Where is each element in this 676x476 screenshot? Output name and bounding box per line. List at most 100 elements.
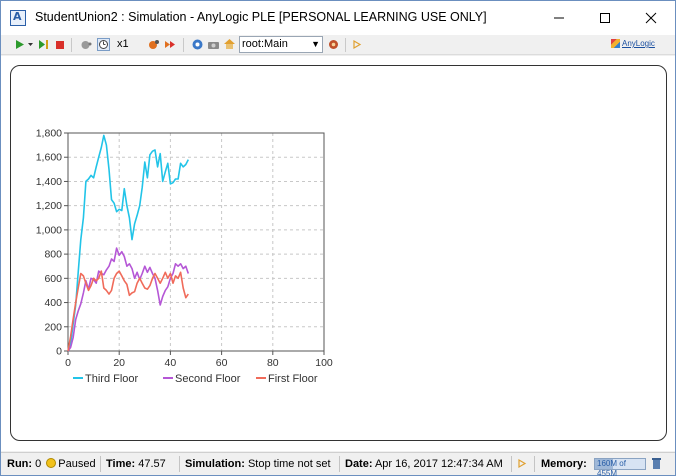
series-line-first-floor (67, 270, 189, 352)
x-tick-label: 80 (267, 357, 279, 369)
y-tick-label: 400 (44, 297, 62, 309)
memory-total: of 455M (597, 459, 626, 476)
x-tick-label: 40 (165, 357, 177, 369)
memory-bar-fill (595, 459, 613, 469)
legend-label: First Floor (268, 373, 318, 385)
maximize-icon (600, 13, 610, 23)
maximize-button[interactable] (582, 1, 628, 35)
navigate-icon (192, 39, 203, 50)
play-icon (16, 40, 24, 49)
run-dropdown[interactable] (27, 38, 34, 51)
slower-button[interactable] (79, 38, 92, 51)
turtle-icon (81, 41, 92, 49)
memory-bar: 160M of 455M (594, 458, 646, 476)
time-status: Time: 47.57 (106, 458, 166, 470)
home-button[interactable] (223, 38, 236, 51)
run-button[interactable] (13, 38, 26, 51)
x-tick-label: 100 (315, 357, 333, 369)
status-separator (179, 456, 180, 472)
chevron-down-icon: ▼ (311, 39, 320, 49)
y-tick-label: 200 (44, 321, 62, 333)
clock-icon (99, 40, 108, 49)
date-status: Date: Apr 16, 2017 12:47:34 AM (345, 458, 503, 470)
toolbar-separator (71, 38, 72, 52)
minimize-button[interactable] (536, 1, 582, 35)
y-tick-label: 1,800 (36, 128, 62, 140)
date-label: Date: (345, 458, 373, 470)
memory-status: Memory: (541, 458, 587, 470)
window-title: StudentUnion2 : Simulation - AnyLogic PL… (35, 10, 487, 24)
status-separator (534, 456, 535, 472)
log-button[interactable] (351, 38, 364, 51)
trash-icon (652, 458, 661, 469)
virtual-time-button[interactable] (164, 38, 177, 51)
run-label: Run: (7, 458, 33, 470)
step-button[interactable] (37, 38, 50, 51)
gc-button[interactable] (651, 456, 662, 473)
log-status-button[interactable] (517, 457, 528, 473)
root-select-value: root:Main (242, 38, 288, 50)
fast-icon (149, 40, 159, 49)
plot-area-border (67, 132, 325, 352)
paused-icon (46, 458, 57, 468)
y-tick-label: 1,400 (36, 176, 62, 188)
run-status: Run: 0 Paused (7, 458, 96, 470)
stop-icon (56, 41, 64, 49)
home-icon (224, 39, 235, 49)
anylogic-app-icon (10, 10, 26, 26)
status-separator (100, 456, 101, 472)
fast-forward-icon (165, 41, 175, 48)
simulation-status: Simulation: Stop time not set (185, 458, 331, 470)
camera-icon (208, 42, 219, 49)
run-value: 0 (35, 458, 42, 470)
toolbar: x1 root:Main ▼ AnyLogic (1, 35, 675, 55)
simulation-label: Simulation: (185, 458, 245, 470)
target-icon (329, 40, 338, 49)
status-bar: Run: 0 Paused Time: 47.57 Simulation: St… (1, 452, 675, 476)
camera-button[interactable] (207, 38, 220, 51)
legend-label: Third Floor (85, 373, 139, 385)
time-value: 47.57 (138, 458, 166, 470)
memory-used: 160M (597, 459, 618, 468)
memory-label: Memory: (541, 458, 587, 470)
step-icon (39, 40, 48, 49)
toolbar-separator (345, 38, 346, 52)
anylogic-link[interactable]: AnyLogic (622, 39, 655, 48)
status-separator (339, 456, 340, 472)
toolbar-separator (183, 38, 184, 52)
console-icon (353, 39, 362, 50)
model-canvas[interactable]: 0 200 400 600 800 1,000 1,200 1,400 1,600 1,800 0 2… (1, 56, 675, 451)
y-tick-label: 1,000 (36, 224, 62, 236)
faster-button[interactable] (147, 38, 160, 51)
root-select[interactable]: root:Main ▼ (239, 36, 323, 53)
y-tick-label: 1,600 (36, 152, 62, 164)
y-tick-label: 0 (56, 346, 62, 358)
y-tick-label: 1,200 (36, 200, 62, 212)
canvas-frame: 0 200 400 600 800 1,000 1,200 1,400 1,600 1,800 0 2… (10, 65, 667, 441)
series-line-second-floor (67, 247, 190, 352)
minimize-icon (554, 17, 564, 19)
simulation-value: Stop time not set (247, 458, 331, 470)
run-state: Paused (58, 458, 96, 470)
time-label: Time: (106, 458, 136, 470)
y-tick-label: 800 (44, 249, 62, 261)
chevron-down-icon (28, 43, 33, 46)
legend-label: Second Floor (175, 373, 241, 385)
date-value: Apr 16, 2017 12:47:34 AM (374, 458, 503, 470)
x-tick-label: 60 (216, 357, 228, 369)
status-separator (511, 456, 512, 472)
stop-button[interactable] (53, 38, 66, 51)
x-tick-label: 0 (65, 357, 71, 369)
close-button[interactable] (628, 1, 674, 35)
series-line-third-floor (67, 134, 190, 352)
title-bar[interactable]: StudentUnion2 : Simulation - AnyLogic PL… (1, 1, 675, 35)
anylogic-logo-icon (611, 39, 620, 48)
y-tick-label: 600 (44, 273, 62, 285)
navigate-to-button[interactable] (327, 38, 340, 51)
model-navigate-button[interactable] (191, 38, 204, 51)
speed-label: x1 (117, 38, 129, 50)
realtime-toggle[interactable] (97, 38, 110, 51)
x-tick-label: 20 (113, 357, 125, 369)
console-icon (518, 458, 527, 469)
